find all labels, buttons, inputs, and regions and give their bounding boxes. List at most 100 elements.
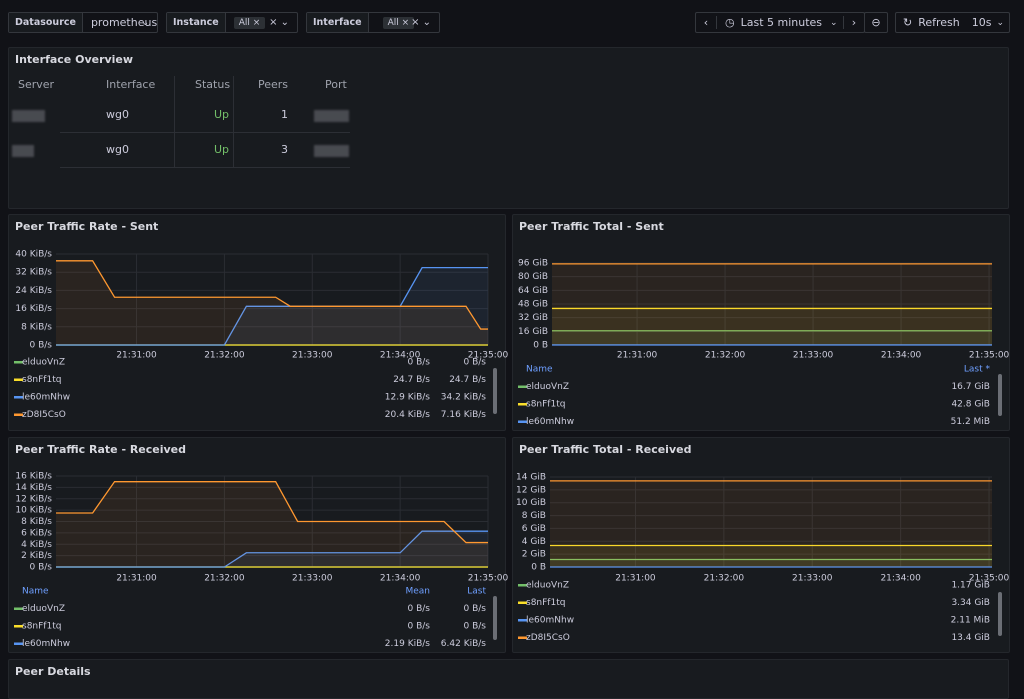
y-tick-label: 8 KiB/s [21,322,52,332]
legend-header: Name [22,587,49,597]
scrollbar [493,368,497,414]
legend-value: 13.4 GiB [951,633,990,643]
x-tick-label: 21:32:00 [705,351,746,361]
x-tick-label: 21:31:00 [615,574,656,584]
legend-value: 12.9 KiB/s [385,393,431,403]
scrollbar [998,374,1002,416]
legend-value: 7.16 KiB/s [441,410,487,420]
y-tick-label: 8 GiB [522,511,546,521]
x-tick-label: 21:31:00 [617,351,658,361]
x-tick-label: 21:31:00 [116,574,157,584]
y-tick-label: 4 GiB [522,537,546,547]
x-tick-label: 21:33:00 [292,351,333,361]
y-tick-label: 6 GiB [522,524,546,534]
legend: elduoVnZ 0 B/s 0 B/s s8nFf1tq 24.7 B/s 24.7 B… [14,358,486,421]
y-tick-label: 8 KiB/s [21,517,52,527]
x-tick-label: 21:33:00 [292,574,333,584]
area [56,482,488,567]
legend-header: Name [526,365,553,375]
y-tick-label: 16 KiB/s [15,472,52,482]
legend-header: Last * [964,365,991,375]
x-tick-label: 21:33:00 [792,574,833,584]
legend-name: s8nFf1tq [526,598,565,608]
x-tick-label: 21:35:00 [969,351,1010,361]
legend-value: 0 B/s [464,358,487,368]
y-tick-label: 14 KiB/s [15,483,52,493]
x-tick-label: 21:33:00 [793,351,834,361]
legend-name: le60mNhw [22,393,70,403]
legend-value: 3.34 GiB [951,598,990,608]
charts: 0 B/s 8 KiB/s 16 KiB/s 24 KiB/s 32 KiB/s 40 K… [0,0,1024,683]
legend: elduoVnZ 1.17 GiB s8nFf1tq 3.34 GiB le60mNhw… [518,581,990,644]
legend-header: Mean [405,587,430,597]
y-tick-label: 0 B [533,341,548,351]
y-tick-label: 40 KiB/s [15,250,52,260]
legend-name: elduoVnZ [526,382,569,392]
y-tick-label: 10 GiB [516,498,546,508]
y-tick-label: 14 GiB [516,473,546,483]
legend-value: 0 B/s [408,622,431,632]
legend-name: s8nFf1tq [22,622,61,632]
y-tick-label: 12 KiB/s [15,494,52,504]
legend-name: le60mNhw [526,417,574,427]
y-tick-label: 10 KiB/s [15,506,52,516]
y-tick-label: 0 B [531,563,546,573]
y-tick-label: 24 KiB/s [15,286,52,296]
x-tick-label: 21:32:00 [204,351,245,361]
y-tick-label: 4 KiB/s [21,540,52,550]
legend-value: 24.7 B/s [449,375,486,385]
y-tick-label: 2 KiB/s [21,551,52,561]
x-tick-label: 21:35:00 [468,574,509,584]
legend-value: 0 B/s [408,358,431,368]
legend-value: 51.2 MiB [951,417,990,427]
dashboard: {"toolbar": {"datasource_label": "Dataso… [0,0,1024,683]
scrollbar [493,596,497,640]
x-tick-label: 21:31:00 [116,351,157,361]
legend: Name Mean Last elduoVnZ 0 B/s 0 B/s s8nFf1tq 0 … [14,587,486,667]
y-tick-label: 6 KiB/s [21,528,52,538]
legend-value: 24.7 B/s [393,375,430,385]
legend-name: le60mNhw [22,639,70,649]
x-tick-label: 21:34:00 [880,574,921,584]
legend-name: zD8I5CsO [22,410,66,420]
legend-value: 2.11 MiB [951,616,990,626]
legend-value: 34.2 KiB/s [441,393,487,403]
legend-name: zD8I5CsO [526,435,570,445]
legend-name: s8nFf1tq [22,375,61,385]
legend-value: 0 B/s [464,604,487,614]
legend-name: zD8I5CsO [526,633,570,643]
y-tick-label: 0 B/s [30,341,53,351]
legend-header: Last [467,587,486,597]
x-tick-label: 21:32:00 [204,574,245,584]
legend: Name Last * elduoVnZ 16.7 GiB s8nFf1tq 42.8 G… [518,365,990,445]
y-tick-label: 16 GiB [518,327,548,337]
y-tick-label: 80 GiB [518,272,548,282]
legend-swatch [14,660,23,663]
legend-name: elduoVnZ [22,358,65,368]
legend-name: le60mNhw [526,616,574,626]
x-tick-label: 21:34:00 [881,351,922,361]
legend-value: 6.42 KiB/s [441,639,487,649]
scrollbar [998,592,1002,636]
y-tick-label: 2 GiB [522,550,546,560]
y-tick-label: 32 KiB/s [15,268,52,278]
legend-name: elduoVnZ [22,604,65,614]
legend-swatch [518,438,527,441]
legend-value: 0 B/s [408,604,431,614]
legend-name: s8nFf1tq [526,400,565,410]
legend-name: zD8I5CsO [22,657,66,667]
y-tick-label: 0 B/s [30,563,53,573]
legend-value: 1.17 GiB [951,581,990,591]
x-tick-label: 21:32:00 [704,574,745,584]
area [552,264,992,345]
legend-value: 0 B/s [464,622,487,632]
legend-value: 20.4 KiB/s [385,410,431,420]
y-tick-label: 96 GiB [518,259,548,269]
legend-value: 2.19 KiB/s [385,639,431,649]
y-tick-label: 16 KiB/s [15,304,52,314]
legend-value: 42.8 GiB [951,400,990,410]
y-tick-label: 48 GiB [518,300,548,310]
legend-value: 16.7 GiB [951,382,990,392]
legend-name: elduoVnZ [526,581,569,591]
area [550,481,992,567]
